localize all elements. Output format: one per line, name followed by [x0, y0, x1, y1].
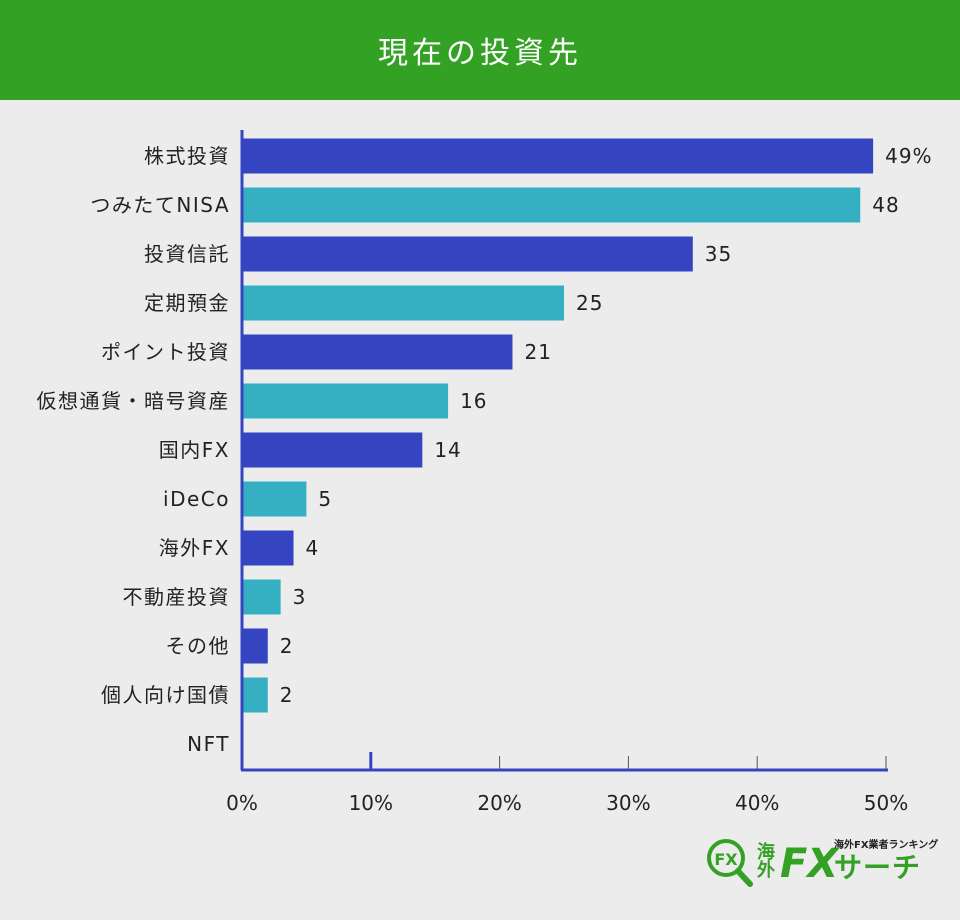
category-label: 投資信託 [144, 242, 230, 266]
x-tick-label: 20% [477, 791, 521, 815]
logo-kanji: 海外 [754, 842, 775, 878]
bar [242, 285, 564, 321]
value-label: 14 [434, 438, 461, 462]
value-label: 49% [885, 144, 932, 168]
logo-fx: FX [780, 841, 839, 887]
bar [242, 628, 268, 664]
x-tick-label: 40% [735, 791, 779, 815]
value-label: 35 [705, 242, 732, 266]
value-label: 25 [576, 291, 603, 315]
bar [242, 530, 294, 566]
category-label: 国内FX [159, 438, 230, 462]
category-label: つみたてNISA [90, 193, 230, 217]
bar [242, 579, 281, 615]
bar [242, 334, 513, 370]
category-label: 不動産投資 [123, 585, 231, 609]
site-logo: FX 海外 FX 海外FX業者ランキング サーチ [704, 834, 938, 894]
x-tick-label: 0% [226, 791, 258, 815]
bar [242, 236, 693, 272]
category-label: 定期預金 [144, 291, 230, 315]
logo-name: サーチ [834, 851, 922, 884]
x-tick-label: 10% [349, 791, 393, 815]
category-label: 海外FX [159, 536, 230, 560]
bar [242, 383, 449, 419]
value-label: 3 [293, 585, 307, 609]
bar [242, 138, 874, 174]
category-label: 個人向け国債 [101, 683, 230, 707]
bar [242, 481, 307, 517]
bar [242, 432, 423, 468]
value-label: 48 [872, 193, 899, 217]
category-label: その他 [166, 634, 231, 658]
x-tick-label: 30% [606, 791, 650, 815]
category-label: ポイント投資 [101, 340, 230, 364]
logo-badge-text: FX [714, 850, 738, 869]
value-label: 5 [318, 487, 332, 511]
category-label: iDeCo [163, 487, 230, 511]
logo-tagline: 海外FX業者ランキング [834, 840, 939, 851]
chart-title: 現在の投資先 [378, 36, 582, 71]
x-tick-label: 50% [864, 791, 908, 815]
value-label: 4 [306, 536, 320, 560]
bar [242, 187, 861, 223]
category-label: 株式投資 [144, 144, 230, 168]
category-label: NFT [187, 732, 230, 756]
value-label: 16 [460, 389, 487, 413]
category-label: 仮想通貨・暗号資産 [37, 389, 231, 413]
magnifier-logo-icon: FX [707, 839, 753, 887]
value-label: 2 [280, 683, 294, 707]
value-label: 21 [524, 340, 551, 364]
value-label: 2 [280, 634, 294, 658]
bar [242, 677, 268, 713]
chart-header: 現在の投資先 [0, 0, 960, 100]
